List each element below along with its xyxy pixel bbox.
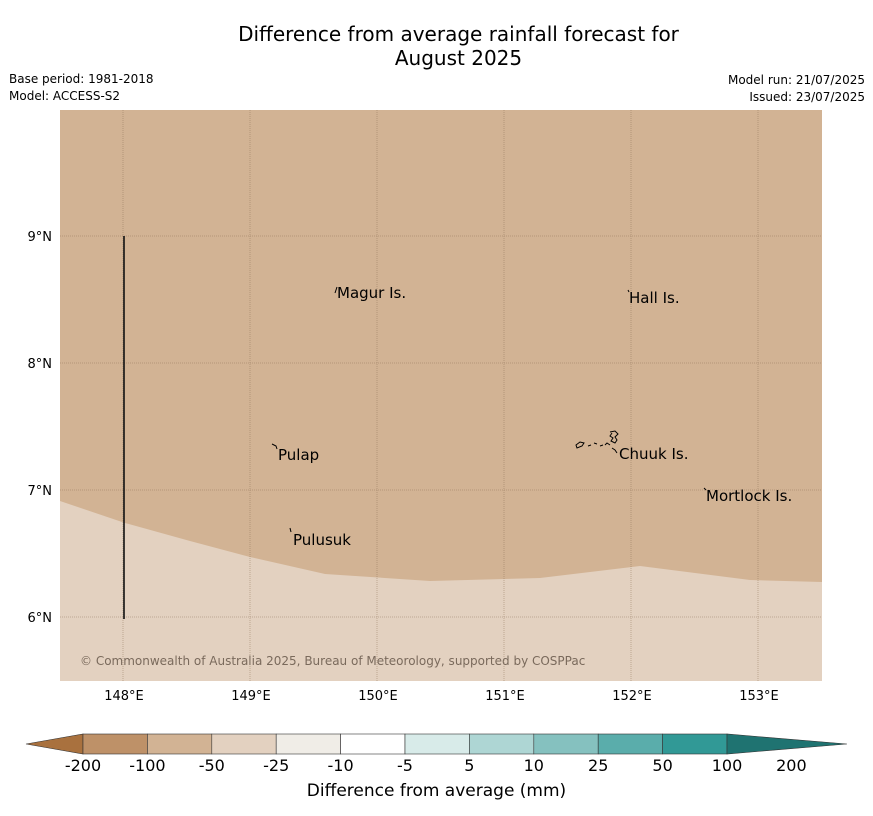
colorbar-tick-label: 5	[464, 756, 474, 775]
place-label-mortlock: Mortlock Is.	[706, 487, 792, 505]
colorbar-tick-label: 10	[524, 756, 544, 775]
place-label-pulusuk: Pulusuk	[293, 531, 351, 549]
colorbar-extend-high	[726, 733, 848, 755]
place-labels: Magur Is. Hall Is. Pulap Chuuk Is. Mortl…	[278, 284, 792, 549]
colorbar-tick-label: 200	[776, 756, 807, 775]
lat-tick-9: 9°N	[28, 230, 53, 245]
island-hall	[627, 289, 630, 293]
colorbar-segment	[211, 733, 277, 755]
lat-axis: 9°N 8°N 7°N 6°N	[28, 230, 53, 626]
place-label-chuuk: Chuuk Is.	[619, 445, 688, 463]
colorbar-segment	[597, 733, 663, 755]
colorbar-segment	[147, 733, 213, 755]
colorbar-segment	[340, 733, 406, 755]
lon-tick-149: 149°E	[231, 689, 271, 704]
colorbar-segment	[533, 733, 599, 755]
lon-axis: 148°E 149°E 150°E 151°E 152°E 153°E	[104, 689, 779, 704]
base-period-text: Base period: 1981-2018	[9, 72, 154, 86]
colorbar-segment	[662, 733, 728, 755]
metadata-left: Base period: 1981-2018 Model: ACCESS-S2	[9, 71, 154, 105]
lon-tick-150: 150°E	[358, 689, 398, 704]
colorbar-tick-label: 25	[588, 756, 608, 775]
title-line-2: August 2025	[394, 46, 523, 70]
colorbar-tick-label: -50	[199, 756, 225, 775]
colorbar-segment	[82, 733, 148, 755]
metadata-right: Model run: 21/07/2025 Issued: 23/07/2025	[728, 72, 865, 106]
island-outlines	[271, 286, 707, 533]
lat-tick-7: 7°N	[28, 484, 53, 499]
lat-tick-6: 6°N	[28, 611, 53, 626]
lon-tick-148: 148°E	[104, 689, 144, 704]
colorbar-tick-label: -25	[263, 756, 289, 775]
map-region-light	[60, 501, 822, 681]
colorbar-segment	[404, 733, 470, 755]
colorbar-segment	[275, 733, 341, 755]
island-mortlock	[703, 487, 707, 491]
colorbar-tick-label: -5	[397, 756, 413, 775]
model-text: Model: ACCESS-S2	[9, 89, 121, 103]
place-label-hall: Hall Is.	[629, 289, 680, 307]
grid-lines	[60, 110, 822, 681]
island-pulusuk	[289, 527, 292, 533]
copyright-text: © Commonwealth of Australia 2025, Bureau…	[80, 654, 585, 668]
colorbar-tick-label: 50	[652, 756, 672, 775]
colorbar-tick-label: -10	[328, 756, 354, 775]
colorbar: -200 -100 -50 -25 -10 -5 5 10 25 50 100 200	[25, 733, 848, 775]
colorbar-tick-label: 100	[712, 756, 743, 775]
place-label-magur: Magur Is.	[337, 284, 406, 302]
lat-tick-8: 8°N	[28, 357, 53, 372]
lon-tick-152: 152°E	[612, 689, 652, 704]
colorbar-extend-low	[25, 733, 84, 755]
model-run-text: Model run: 21/07/2025	[727, 73, 865, 87]
island-magur	[334, 286, 338, 294]
colorbar-segment	[469, 733, 535, 755]
chart-title: Difference from average rainfall forecas…	[0, 22, 873, 70]
lon-tick-151: 151°E	[485, 689, 525, 704]
island-pulap	[271, 443, 278, 450]
place-label-pulap: Pulap	[278, 446, 319, 464]
title-line-1: Difference from average rainfall forecas…	[238, 22, 679, 46]
lon-tick-153: 153°E	[739, 689, 779, 704]
island-chuuk	[575, 430, 619, 454]
colorbar-title: Difference from average (mm)	[306, 781, 567, 801]
issued-text: Issued: 23/07/2025	[749, 90, 865, 104]
colorbar-tick-label: -200	[65, 756, 101, 775]
colorbar-tick-label: -100	[129, 756, 165, 775]
